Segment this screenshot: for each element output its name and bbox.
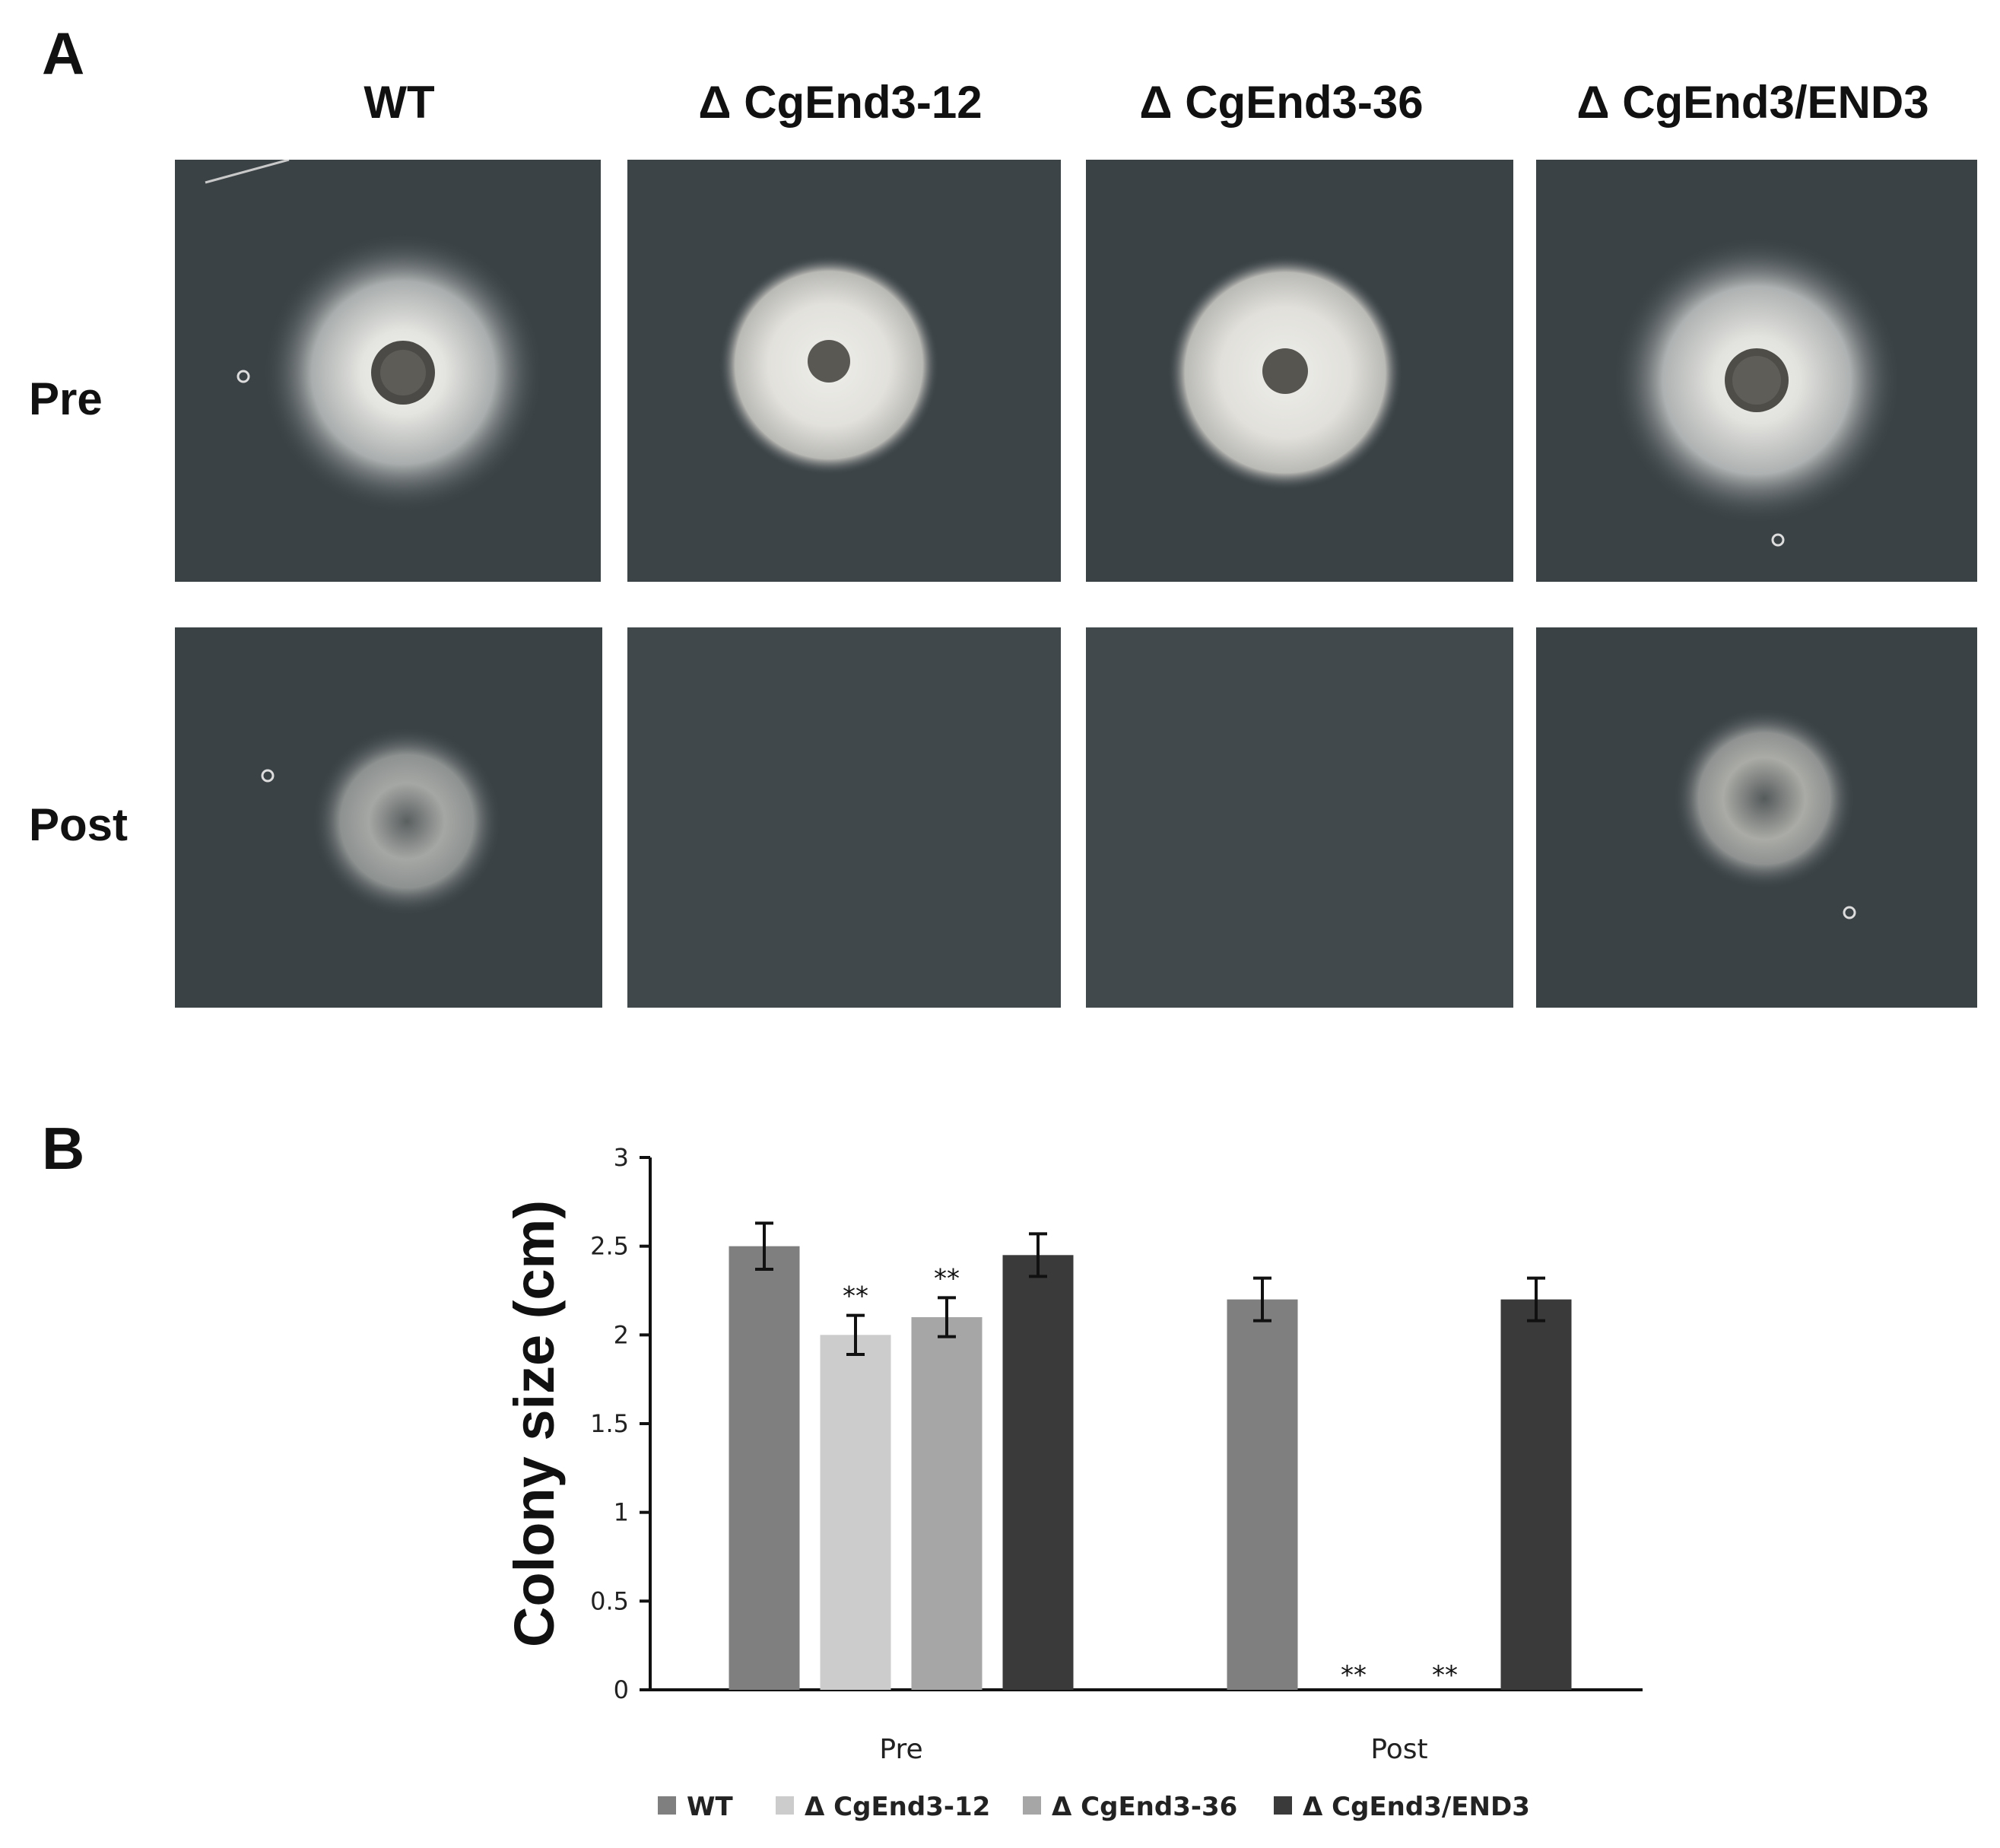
- legend-label: Δ CgEnd3-12: [805, 1792, 990, 1822]
- y-tick-label: 1.5: [590, 1409, 629, 1438]
- column-header-wt: WT: [363, 77, 435, 128]
- bar: [1227, 1299, 1298, 1690]
- y-tick-label: 0.5: [590, 1586, 629, 1615]
- bar-chart: 0 0.5 1 1.5 2 2.5 3 Colony size (cm) ** ** Pre ** **…: [503, 1143, 1643, 1822]
- plate-photo-cgend3-end3-pre: [1536, 160, 1977, 582]
- x-category-label: Post: [1370, 1734, 1427, 1765]
- y-tick-label: 0: [614, 1675, 629, 1704]
- legend-swatch: [1023, 1796, 1041, 1815]
- plate-photo-cgend3-36-post: [1086, 627, 1513, 1008]
- significance-marker: **: [1341, 1660, 1367, 1691]
- legend-swatch: [658, 1796, 676, 1815]
- column-header-cgend3-36: Δ CgEnd3-36: [1139, 77, 1424, 128]
- significance-marker: **: [843, 1281, 868, 1312]
- x-category-label: Pre: [879, 1734, 922, 1765]
- legend-label: Δ CgEnd3/END3: [1303, 1792, 1530, 1822]
- bar: [820, 1335, 891, 1690]
- legend-label: WT: [687, 1792, 734, 1822]
- bar: [1002, 1255, 1074, 1690]
- legend-swatch: [776, 1796, 794, 1815]
- legend-label: Δ CgEnd3-36: [1052, 1792, 1237, 1822]
- bar: [1500, 1299, 1572, 1690]
- plate-photo-cgend3-end3-post: [1536, 627, 1977, 1008]
- y-tick-label: 3: [614, 1143, 629, 1172]
- row-label-post: Post: [29, 799, 129, 850]
- bar: [911, 1317, 983, 1690]
- panel-a-letter: A: [42, 20, 85, 87]
- bar: [729, 1246, 800, 1690]
- y-axis-label: Colony size (cm): [503, 1200, 566, 1647]
- column-header-cgend3-12: Δ CgEnd3-12: [698, 77, 983, 128]
- plate-photo-cgend3-36-pre: [1086, 160, 1513, 582]
- plate-photo-wt-post: [175, 627, 602, 1008]
- y-tick-label: 2.5: [590, 1232, 629, 1261]
- plate-photo-wt-pre: [175, 160, 601, 582]
- y-tick-label: 2: [614, 1320, 629, 1349]
- plate-photo-cgend3-12-post: [627, 627, 1061, 1008]
- plate-photo-cgend3-12-pre: [627, 160, 1061, 582]
- legend-swatch: [1274, 1796, 1292, 1815]
- significance-marker: **: [1432, 1660, 1458, 1691]
- significance-marker: **: [934, 1263, 960, 1294]
- y-tick-label: 1: [614, 1498, 629, 1527]
- row-label-pre: Pre: [29, 373, 103, 424]
- panel-b-letter: B: [42, 1115, 85, 1182]
- column-header-cgend3-end3: Δ CgEnd3/END3: [1576, 77, 1929, 128]
